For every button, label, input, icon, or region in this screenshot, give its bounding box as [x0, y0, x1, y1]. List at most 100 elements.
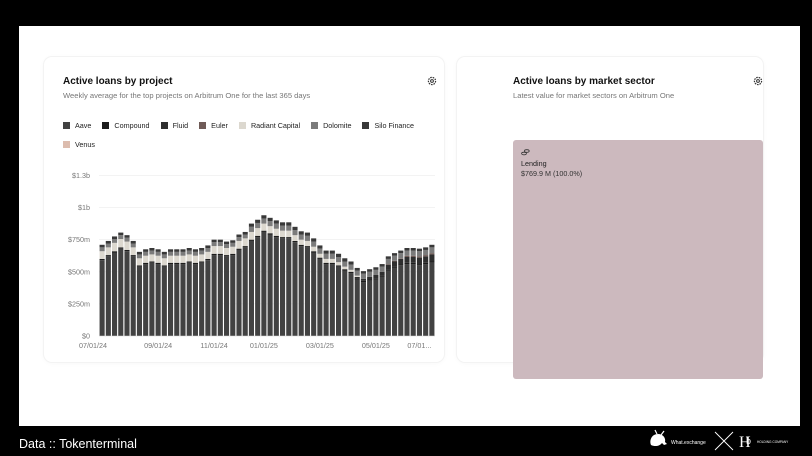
- bar-segment: [298, 231, 304, 235]
- bar-segment: [248, 231, 254, 240]
- legend-label: Aave: [75, 121, 92, 130]
- bar-segment: [267, 233, 273, 235]
- bar-segment: [205, 260, 211, 336]
- stacked-bar-chart: $0 $250m $500m $750m $1b $1.3b 07/01/24 09/01/2…: [68, 171, 435, 350]
- bar-segment: [136, 258, 142, 266]
- bar-segment: [280, 230, 286, 238]
- bar-segment: [236, 249, 242, 336]
- x-tick-label: 03/01/25: [306, 341, 334, 350]
- bar-segment: [298, 246, 304, 336]
- bar-segment: [211, 239, 217, 243]
- bar-segment: [136, 266, 142, 336]
- treemap-lending-block[interactable]: Lending $769.9 M (100.0%): [513, 140, 763, 379]
- bar-segment: [286, 230, 292, 238]
- legend-item[interactable]: Silo Finance: [362, 116, 414, 135]
- bar-segment: [298, 234, 304, 240]
- bar-segment: [255, 228, 261, 236]
- bar-segment: [99, 251, 105, 259]
- bar-segment: [292, 230, 298, 236]
- bar-segment: [105, 255, 111, 257]
- legend-item[interactable]: Euler: [199, 116, 228, 135]
- legend-item[interactable]: Venus: [63, 135, 95, 154]
- bar-segment: [348, 261, 354, 265]
- bar-segment: [130, 247, 136, 256]
- legend-item[interactable]: Compound: [102, 116, 150, 135]
- chart-subtitle: Weekly average for the top projects on A…: [63, 91, 311, 100]
- bar-segment: [286, 222, 292, 226]
- bar-segment: [205, 251, 211, 259]
- bar-segment: [304, 240, 310, 247]
- bar-segment: [286, 238, 292, 336]
- bar-segment: [217, 255, 223, 336]
- logo1-text: What.exchange: [671, 440, 706, 446]
- bar-segment: [199, 254, 205, 262]
- bar-segment: [174, 264, 180, 336]
- bar-segment: [230, 242, 236, 247]
- x-tick-label: 11/01/24: [200, 341, 227, 350]
- legend-item[interactable]: Fluid: [160, 116, 188, 135]
- bar-segment: [168, 262, 174, 265]
- x-tick-label: 09/01/24: [144, 341, 172, 350]
- bar-segment: [398, 253, 404, 259]
- bar-segment: [360, 273, 366, 279]
- bar-segment: [186, 248, 192, 251]
- bar-segment: [155, 251, 161, 256]
- treemap-value: $769.9 M (100.0%): [521, 169, 583, 178]
- legend-swatch: [160, 122, 168, 129]
- bar-segment: [354, 275, 360, 277]
- bar-segment: [416, 256, 422, 258]
- bar-segment: [255, 219, 261, 223]
- bar-segment: [286, 225, 292, 231]
- bar-segment: [398, 258, 404, 265]
- bar-segment: [398, 258, 404, 259]
- bar-segment: [360, 278, 366, 281]
- y-tick-label: $750m: [68, 235, 90, 244]
- bar-segment: [336, 265, 342, 267]
- legend-item[interactable]: Radiant Capital: [238, 116, 300, 135]
- bar-segment: [410, 248, 416, 251]
- bar-segment: [304, 246, 310, 248]
- bar-segment: [360, 282, 366, 336]
- bar-segment: [192, 251, 198, 256]
- bar-segment: [336, 253, 342, 257]
- bar-segment: [342, 261, 348, 267]
- legend-item[interactable]: Dolomite: [311, 116, 351, 135]
- bar-segment: [155, 249, 161, 252]
- bar-segment: [410, 257, 416, 263]
- y-tick-label: $250m: [68, 299, 90, 308]
- bar-segment: [323, 258, 329, 263]
- bar-segment: [143, 249, 149, 252]
- gear-icon[interactable]: [427, 76, 437, 86]
- x-tick-label: 01/01/25: [250, 341, 278, 350]
- bar-segment: [161, 266, 167, 336]
- bar-segment: [329, 253, 335, 259]
- bar-segment: [192, 264, 198, 336]
- bar-segment: [118, 247, 124, 249]
- bar-segment: [174, 255, 180, 263]
- bar-segment: [217, 242, 223, 247]
- bar-segment: [149, 254, 155, 262]
- bar-segment: [105, 256, 111, 336]
- x-tick-label: 05/01/25: [362, 341, 390, 350]
- bar-segment: [255, 222, 261, 229]
- bar-segment: [323, 264, 329, 336]
- bar-segment: [336, 266, 342, 336]
- bar-segment: [248, 239, 254, 241]
- bar-segment: [192, 249, 198, 252]
- cross-divider-icon: [714, 431, 734, 451]
- gear-icon[interactable]: [753, 76, 763, 86]
- bar-segment: [423, 264, 429, 336]
- bar-segment: [136, 251, 142, 255]
- bar-segment: [336, 257, 342, 263]
- bar-segment: [149, 248, 155, 251]
- legend-item[interactable]: Aave: [63, 116, 91, 135]
- bar-segment: [298, 239, 304, 245]
- bar-segment: [267, 221, 273, 227]
- legend-label: Dolomite: [323, 121, 352, 130]
- bar-segment: [248, 223, 254, 227]
- bar-segment: [280, 225, 286, 231]
- bar-segment: [311, 238, 317, 242]
- legend-swatch: [102, 122, 110, 129]
- bar-segment: [112, 239, 118, 243]
- legend-label: Venus: [75, 140, 95, 149]
